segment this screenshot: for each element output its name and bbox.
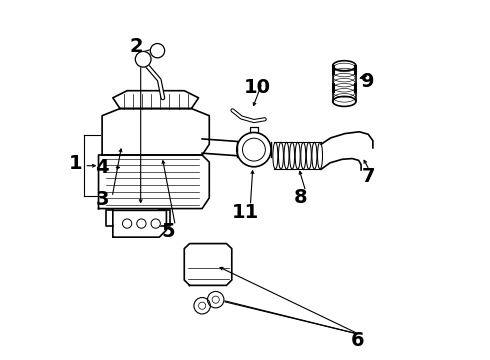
Ellipse shape: [301, 142, 306, 169]
Text: 8: 8: [294, 188, 307, 207]
Text: 5: 5: [161, 222, 175, 241]
Polygon shape: [333, 66, 355, 102]
Ellipse shape: [284, 142, 289, 169]
Ellipse shape: [318, 142, 322, 169]
Text: 1: 1: [69, 154, 82, 174]
Ellipse shape: [312, 142, 317, 169]
Circle shape: [122, 219, 132, 228]
Text: 2: 2: [129, 37, 143, 55]
Circle shape: [243, 138, 266, 161]
Circle shape: [150, 44, 165, 58]
Polygon shape: [184, 244, 232, 285]
Ellipse shape: [295, 142, 300, 169]
Polygon shape: [113, 210, 167, 237]
Text: 7: 7: [362, 167, 375, 186]
Ellipse shape: [306, 142, 311, 169]
Text: 6: 6: [351, 331, 365, 350]
Circle shape: [207, 292, 224, 308]
Circle shape: [237, 132, 271, 167]
Ellipse shape: [333, 96, 356, 107]
Text: 3: 3: [96, 190, 109, 209]
Polygon shape: [102, 109, 209, 155]
Ellipse shape: [333, 61, 356, 71]
Ellipse shape: [290, 142, 294, 169]
Text: 4: 4: [95, 158, 109, 177]
Polygon shape: [98, 155, 209, 208]
Text: 10: 10: [244, 78, 271, 96]
Circle shape: [151, 219, 160, 228]
Ellipse shape: [278, 142, 283, 169]
Ellipse shape: [273, 142, 278, 169]
Text: 11: 11: [231, 203, 259, 222]
Circle shape: [135, 51, 151, 67]
Text: 9: 9: [362, 72, 375, 91]
Polygon shape: [113, 91, 198, 109]
Circle shape: [137, 219, 146, 228]
Circle shape: [194, 297, 210, 314]
Polygon shape: [321, 132, 373, 170]
